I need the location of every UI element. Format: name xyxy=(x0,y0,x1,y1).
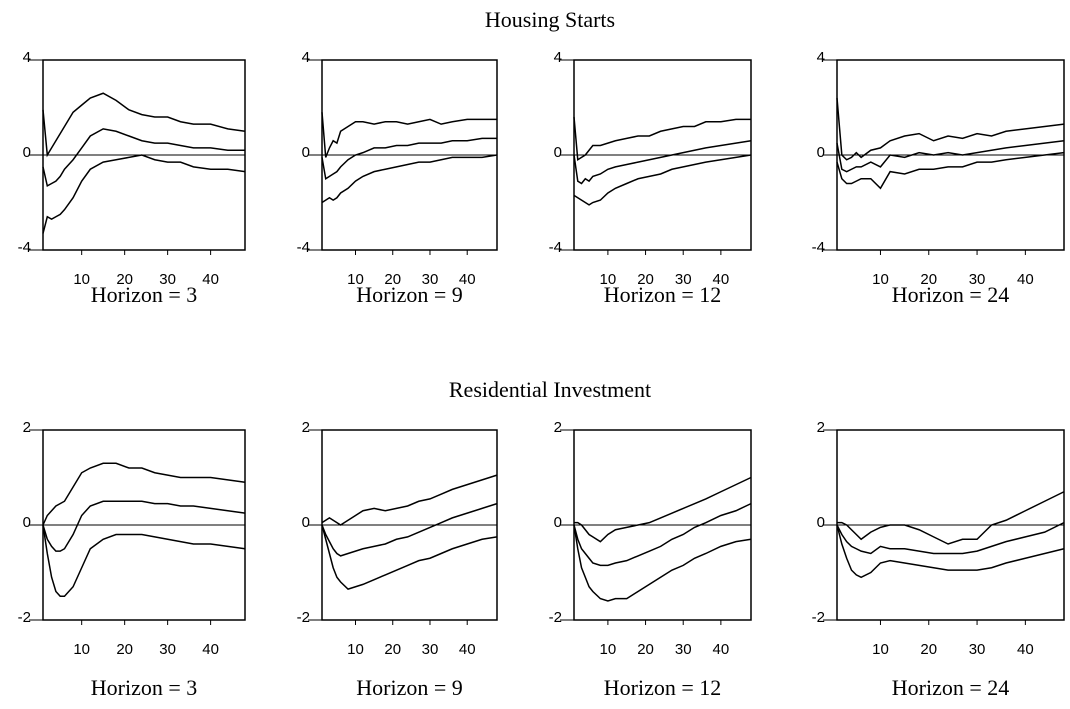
x-tick-label: 20 xyxy=(637,271,654,288)
y-tick-label: -2 xyxy=(549,609,562,626)
y-tick-label: -2 xyxy=(812,609,825,626)
y-tick-label: -4 xyxy=(297,239,310,256)
x-axis-label: Horizon = 12 xyxy=(604,282,722,307)
series-line xyxy=(573,154,752,206)
x-axis-label: Horizon = 9 xyxy=(356,282,463,307)
series-line xyxy=(42,154,246,234)
y-tick-label: 4 xyxy=(302,49,310,66)
x-tick-label: 10 xyxy=(600,641,617,658)
series-line xyxy=(42,128,245,188)
panel: -4 0 4 10 20 30 40 Horizon = 24 xyxy=(812,49,1065,307)
x-tick-label: 20 xyxy=(637,641,654,658)
series-line xyxy=(836,151,1065,190)
y-tick-label: -4 xyxy=(812,239,825,256)
series-line xyxy=(321,474,498,526)
series-line xyxy=(573,116,751,162)
series-line xyxy=(321,524,498,590)
x-axis-label: Horizon = 3 xyxy=(91,675,198,700)
x-axis-label: Horizon = 12 xyxy=(604,675,722,700)
x-tick-label: 40 xyxy=(459,641,476,658)
series-line xyxy=(321,502,498,557)
y-tick-label: -2 xyxy=(18,609,31,626)
x-tick-label: 20 xyxy=(920,271,937,288)
series-line xyxy=(42,500,246,552)
series-line xyxy=(573,502,752,567)
y-tick-label: -4 xyxy=(18,239,31,256)
x-tick-label: 10 xyxy=(872,641,889,658)
x-tick-label: 40 xyxy=(202,271,219,288)
x-tick-label: 20 xyxy=(116,271,133,288)
series-line xyxy=(321,154,498,204)
x-tick-label: 10 xyxy=(73,271,90,288)
series-line xyxy=(836,524,1065,579)
x-tick-label: 10 xyxy=(347,641,364,658)
x-tick-label: 30 xyxy=(675,641,692,658)
x-tick-label: 10 xyxy=(872,271,889,288)
y-tick-label: 4 xyxy=(23,49,31,66)
panel: -2 0 2 10 20 30 40 Horizon = 9 xyxy=(297,419,498,700)
series-line xyxy=(573,524,752,602)
y-tick-label: 0 xyxy=(302,144,310,161)
y-tick-label: 0 xyxy=(23,144,31,161)
x-tick-label: 30 xyxy=(969,271,986,288)
x-tick-label: 30 xyxy=(422,271,439,288)
x-tick-label: 40 xyxy=(1017,271,1034,288)
section-title: Housing Starts xyxy=(485,7,615,32)
series-line xyxy=(42,462,246,526)
series-line xyxy=(42,92,246,158)
y-tick-label: 0 xyxy=(23,514,31,531)
x-tick-label: 10 xyxy=(600,271,617,288)
y-tick-label: 0 xyxy=(817,144,825,161)
x-tick-label: 10 xyxy=(347,271,364,288)
x-tick-label: 10 xyxy=(73,641,90,658)
y-tick-label: -4 xyxy=(549,239,562,256)
x-tick-label: 40 xyxy=(202,641,219,658)
y-tick-label: 0 xyxy=(817,514,825,531)
y-tick-label: 0 xyxy=(554,144,562,161)
x-tick-label: 30 xyxy=(969,641,986,658)
series-line xyxy=(573,140,752,185)
y-tick-label: 2 xyxy=(554,419,562,436)
x-tick-label: 40 xyxy=(713,641,730,658)
x-tick-label: 40 xyxy=(459,271,476,288)
y-tick-label: 2 xyxy=(23,419,31,436)
series-line xyxy=(321,137,497,180)
y-tick-label: 2 xyxy=(302,419,310,436)
y-tick-label: 0 xyxy=(302,514,310,531)
series-line xyxy=(836,521,1065,555)
y-tick-label: -2 xyxy=(297,609,310,626)
x-tick-label: 20 xyxy=(384,271,401,288)
x-tick-label: 40 xyxy=(1017,641,1034,658)
x-tick-label: 40 xyxy=(713,271,730,288)
panel: -2 0 2 10 20 30 40 Horizon = 24 xyxy=(812,419,1065,700)
x-tick-label: 20 xyxy=(920,641,937,658)
x-tick-label: 30 xyxy=(422,641,439,658)
y-tick-label: 0 xyxy=(554,514,562,531)
series-line xyxy=(836,97,1065,161)
section-title: Residential Investment xyxy=(449,377,651,402)
x-tick-label: 30 xyxy=(159,641,176,658)
x-axis-label: Horizon = 24 xyxy=(892,675,1010,700)
series-line xyxy=(574,476,752,543)
x-axis-label: Horizon = 24 xyxy=(892,282,1010,307)
x-tick-label: 30 xyxy=(675,271,692,288)
x-axis-label: Horizon = 9 xyxy=(356,675,463,700)
x-axis-label: Horizon = 3 xyxy=(91,282,198,307)
x-tick-label: 20 xyxy=(384,641,401,658)
y-tick-label: 4 xyxy=(817,49,825,66)
y-tick-label: 2 xyxy=(817,419,825,436)
series-line xyxy=(837,491,1065,545)
panel: -2 0 2 10 20 30 40 Horizon = 12 xyxy=(549,419,752,700)
series-line xyxy=(321,112,497,158)
series-line xyxy=(836,140,1065,173)
x-tick-label: 30 xyxy=(159,271,176,288)
y-tick-label: 4 xyxy=(554,49,562,66)
series-line xyxy=(42,524,246,597)
x-tick-label: 20 xyxy=(116,641,133,658)
